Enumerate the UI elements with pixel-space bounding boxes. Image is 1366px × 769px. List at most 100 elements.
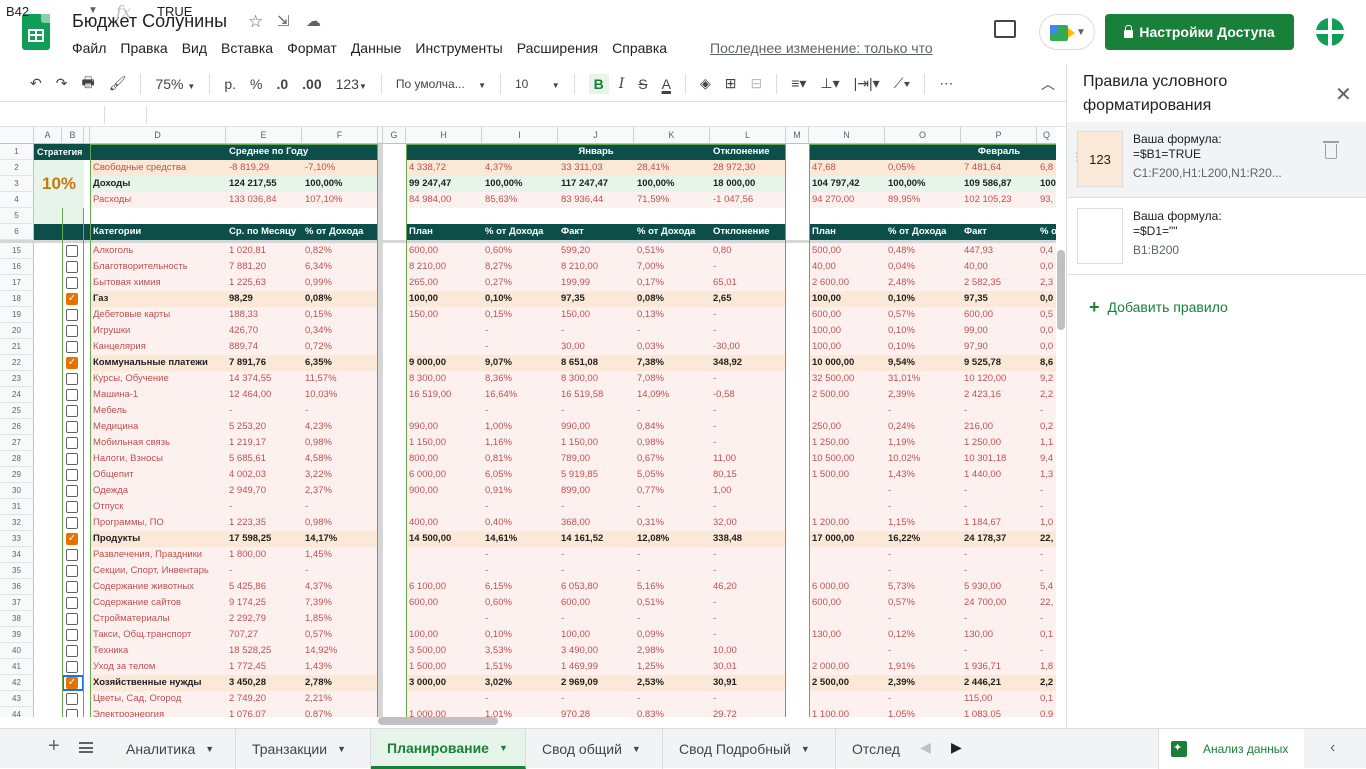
row-header[interactable]: 2 (0, 160, 34, 176)
row-checkbox[interactable] (66, 341, 78, 353)
category-name[interactable]: Техника (93, 645, 129, 656)
row-header[interactable]: 6 (0, 224, 34, 240)
table-cell[interactable]: 707,27 (229, 629, 259, 640)
table-cell[interactable]: - (485, 325, 489, 336)
table-cell[interactable]: 0,48% (888, 245, 915, 256)
add-sheet-icon[interactable]: + (48, 735, 60, 757)
table-cell[interactable]: - (1040, 645, 1044, 656)
table-cell[interactable]: 1,43% (305, 661, 332, 672)
summary-value[interactable]: 94 270,00 (812, 194, 855, 205)
table-cell[interactable]: - (229, 501, 233, 512)
table-cell[interactable]: 1,3 (1040, 469, 1054, 480)
subheader-label[interactable]: % о (1040, 226, 1056, 237)
table-cell[interactable]: - (305, 565, 309, 576)
summary-value[interactable]: 102 105,23 (964, 194, 1012, 205)
table-cell[interactable]: - (485, 501, 489, 512)
table-cell[interactable]: 8 651,08 (561, 357, 598, 368)
subheader-label[interactable]: Категории (93, 226, 142, 237)
table-cell[interactable]: 900,00 (409, 485, 439, 496)
table-cell[interactable]: 0,80 (713, 245, 732, 256)
table-cell[interactable]: 1 800,00 (229, 549, 266, 560)
table-cell[interactable]: 98,29 (229, 293, 253, 304)
table-cell[interactable]: 500,00 (812, 245, 842, 256)
table-cell[interactable]: - (713, 693, 717, 704)
scroll-tabs-right-icon[interactable]: ▶ (951, 739, 962, 755)
table-cell[interactable]: - (1040, 613, 1044, 624)
table-cell[interactable]: 0,0 (1040, 325, 1054, 336)
row-checkbox[interactable] (66, 405, 78, 417)
row-header[interactable]: 39 (0, 627, 34, 643)
table-cell[interactable]: 2 292,79 (229, 613, 266, 624)
summary-value[interactable]: 124 217,55 (229, 178, 277, 189)
table-cell[interactable]: - (485, 565, 489, 576)
row-checkbox[interactable] (66, 629, 78, 641)
table-cell[interactable]: 1 250,00 (812, 437, 849, 448)
header-average[interactable]: Среднее по Году (229, 146, 309, 157)
column-header[interactable]: O (885, 127, 961, 144)
row-checkbox[interactable] (66, 613, 78, 625)
subheader-label[interactable]: Ср. по Месяцу (229, 226, 297, 237)
table-cell[interactable]: 0,34% (305, 325, 332, 336)
column-header[interactable]: P (961, 127, 1037, 144)
table-cell[interactable]: - (964, 405, 968, 416)
row-checkbox[interactable] (66, 389, 78, 401)
category-name[interactable]: Коммунальные платежи (93, 357, 208, 368)
menu-insert[interactable]: Вставка (221, 40, 274, 56)
table-cell[interactable]: - (713, 613, 717, 624)
menu-format[interactable]: Формат (287, 40, 337, 56)
table-cell[interactable]: 16,64% (485, 389, 518, 400)
table-cell[interactable]: 789,00 (561, 453, 591, 464)
table-cell[interactable]: 0,60% (485, 597, 512, 608)
all-sheets-icon[interactable] (79, 742, 93, 753)
table-cell[interactable]: 100,00 (409, 293, 439, 304)
table-cell[interactable]: 14 500,00 (409, 533, 452, 544)
category-name[interactable]: Мебель (93, 405, 127, 416)
table-cell[interactable]: 40,00 (812, 261, 836, 272)
table-cell[interactable]: - (713, 437, 717, 448)
table-cell[interactable]: 0,10% (888, 293, 915, 304)
table-cell[interactable]: -0,58 (713, 389, 735, 400)
table-cell[interactable]: 18 528,25 (229, 645, 272, 656)
table-cell[interactable]: 2,3 (1040, 277, 1054, 288)
row-header[interactable]: 35 (0, 563, 34, 579)
table-cell[interactable]: 32 500,00 (812, 373, 855, 384)
menu-file[interactable]: Файл (72, 40, 107, 56)
sheet-tab-transactions[interactable]: Транзакции ▼ (236, 729, 371, 769)
scroll-tabs-left-icon[interactable]: ◀ (920, 739, 931, 755)
table-cell[interactable]: 4 002,03 (229, 469, 266, 480)
table-cell[interactable]: 1 020,81 (229, 245, 266, 256)
table-cell[interactable]: 7,00% (637, 261, 664, 272)
category-name[interactable]: Курсы, Обучение (93, 373, 169, 384)
table-cell[interactable]: 1,05% (888, 709, 915, 717)
summary-label[interactable]: Расходы (93, 194, 132, 205)
table-cell[interactable]: 10 000,00 (812, 357, 855, 368)
summary-value[interactable]: -8 819,29 (229, 162, 270, 173)
table-cell[interactable]: 1 469,99 (561, 661, 598, 672)
table-cell[interactable]: 17 000,00 (812, 533, 855, 544)
table-cell[interactable]: 1 150,00 (409, 437, 446, 448)
row-header[interactable]: 29 (0, 467, 34, 483)
row-header[interactable]: 19 (0, 307, 34, 323)
row-checkbox[interactable] (66, 549, 78, 561)
table-cell[interactable]: - (1040, 405, 1044, 416)
summary-label[interactable]: Доходы (93, 178, 131, 189)
table-cell[interactable]: 600,00 (812, 597, 842, 608)
table-cell[interactable]: - (485, 405, 489, 416)
row-header[interactable]: 38 (0, 611, 34, 627)
column-header[interactable]: H (406, 127, 482, 144)
sheet-tab-summary[interactable]: Свод общий ▼ (526, 729, 663, 769)
table-cell[interactable]: 6 053,80 (561, 581, 598, 592)
table-cell[interactable]: - (964, 645, 968, 656)
table-cell[interactable]: 3 500,00 (409, 645, 446, 656)
table-cell[interactable]: 1,19% (888, 437, 915, 448)
table-cell[interactable]: - (561, 325, 565, 336)
cloud-saved-icon[interactable]: ☁ (306, 13, 321, 30)
table-cell[interactable]: 3,02% (485, 677, 512, 688)
table-cell[interactable]: - (1040, 485, 1044, 496)
account-avatar[interactable] (1316, 18, 1344, 46)
table-cell[interactable]: 16 519,58 (561, 389, 604, 400)
column-header-corner[interactable] (0, 127, 34, 144)
undo-icon[interactable]: ↶ (30, 75, 42, 91)
row-header[interactable]: 1 (0, 144, 34, 160)
table-cell[interactable]: 22, (1040, 597, 1054, 608)
